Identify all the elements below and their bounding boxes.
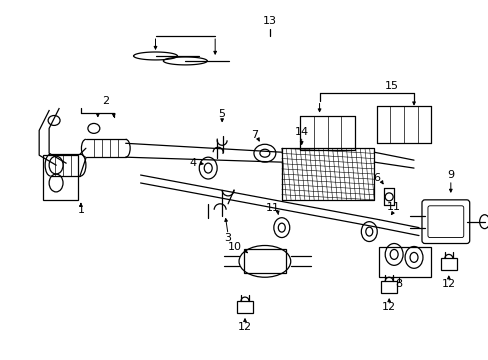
Text: 11: 11 xyxy=(265,203,279,213)
Text: 6: 6 xyxy=(373,173,380,183)
Bar xyxy=(237,301,252,313)
Text: 5: 5 xyxy=(218,108,225,118)
Text: 15: 15 xyxy=(385,81,398,91)
Text: 13: 13 xyxy=(263,16,276,26)
Bar xyxy=(381,281,396,293)
Bar xyxy=(379,247,430,277)
Bar xyxy=(244,249,285,273)
Text: 12: 12 xyxy=(441,279,455,289)
Text: 3: 3 xyxy=(224,233,231,243)
Text: 10: 10 xyxy=(227,243,242,252)
Bar xyxy=(43,155,78,200)
Text: 8: 8 xyxy=(395,279,402,289)
Text: 14: 14 xyxy=(294,127,308,138)
Text: 4: 4 xyxy=(189,158,197,168)
Text: 1: 1 xyxy=(77,205,84,215)
Text: 12: 12 xyxy=(381,302,395,312)
Text: 2: 2 xyxy=(102,96,109,105)
Text: 11: 11 xyxy=(386,202,400,212)
Bar xyxy=(440,258,456,270)
Text: 12: 12 xyxy=(238,322,251,332)
Text: 7: 7 xyxy=(251,130,258,140)
Text: 9: 9 xyxy=(447,170,453,180)
